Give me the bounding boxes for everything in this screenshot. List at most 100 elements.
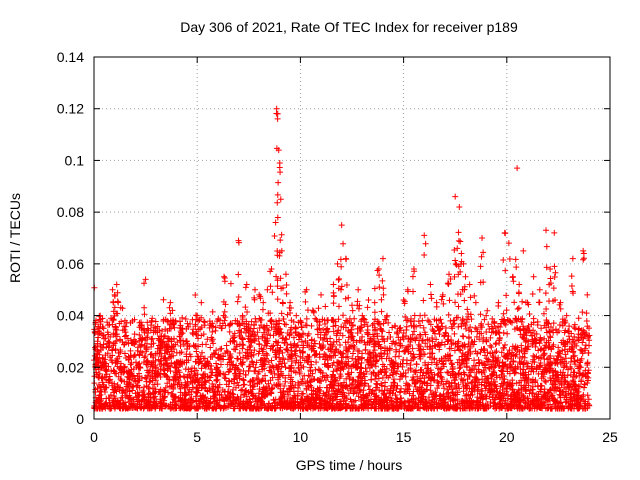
background-point xyxy=(472,373,479,380)
background-point xyxy=(255,405,262,412)
background-point xyxy=(306,343,313,350)
background-point xyxy=(343,383,350,390)
data-point xyxy=(583,317,590,324)
background-point xyxy=(557,305,564,312)
background-point xyxy=(491,396,498,403)
data-point xyxy=(178,349,185,356)
data-point xyxy=(376,284,383,291)
background-point xyxy=(127,352,134,359)
background-point xyxy=(558,380,565,387)
background-point xyxy=(116,353,123,360)
background-point xyxy=(265,380,272,387)
background-point xyxy=(313,359,320,366)
background-point xyxy=(113,338,120,345)
background-point xyxy=(290,334,297,341)
background-point xyxy=(316,322,323,329)
data-point xyxy=(338,222,345,229)
background-point xyxy=(106,395,113,402)
data-point xyxy=(495,303,502,310)
background-point xyxy=(368,376,375,383)
data-point xyxy=(374,267,381,274)
background-point xyxy=(252,395,258,402)
background-point xyxy=(377,325,384,332)
background-point xyxy=(542,378,549,385)
background-point xyxy=(177,343,184,350)
data-point xyxy=(506,256,513,263)
background-point xyxy=(481,345,488,352)
background-point xyxy=(210,350,217,357)
background-point xyxy=(119,394,126,401)
background-point xyxy=(275,339,282,346)
data-point xyxy=(276,317,283,324)
background-point xyxy=(381,369,388,376)
background-point xyxy=(100,335,107,342)
background-point xyxy=(448,341,455,348)
data-point xyxy=(515,289,522,296)
background-point xyxy=(214,401,221,408)
data-point xyxy=(143,346,150,353)
background-point xyxy=(249,390,256,397)
background-point xyxy=(329,400,336,407)
data-point xyxy=(569,255,576,262)
background-point xyxy=(118,360,124,367)
data-point xyxy=(516,281,523,288)
data-point xyxy=(343,282,350,289)
background-point xyxy=(471,378,478,385)
data-point xyxy=(221,273,228,280)
data-point xyxy=(378,296,385,303)
background-point xyxy=(137,335,144,342)
background-point xyxy=(195,335,202,342)
background-point xyxy=(353,363,360,370)
data-point xyxy=(513,324,520,331)
background-point xyxy=(230,391,237,398)
background-point xyxy=(285,356,292,363)
data-point xyxy=(372,340,379,347)
background-point xyxy=(584,377,591,384)
data-point xyxy=(259,357,266,364)
background-point xyxy=(157,386,164,393)
background-point xyxy=(538,325,545,332)
data-point xyxy=(169,307,176,314)
background-point xyxy=(562,378,569,385)
background-point xyxy=(107,333,114,340)
data-point xyxy=(529,290,536,297)
background-point xyxy=(183,391,190,398)
data-point xyxy=(461,353,468,360)
background-point xyxy=(250,405,257,412)
data-point xyxy=(193,316,200,323)
data-point xyxy=(147,351,154,358)
data-point xyxy=(331,349,338,356)
data-point xyxy=(396,353,403,360)
data-point xyxy=(170,320,177,327)
data-point xyxy=(472,299,479,306)
background-point xyxy=(147,391,154,398)
data-point xyxy=(541,362,548,369)
background-point xyxy=(351,315,358,322)
background-point xyxy=(426,369,433,376)
data-point xyxy=(178,331,185,338)
background-point xyxy=(317,369,324,376)
data-point xyxy=(402,313,409,320)
background-point xyxy=(119,387,126,394)
background-point xyxy=(321,374,328,381)
background-point xyxy=(498,371,505,378)
background-point xyxy=(486,389,493,396)
data-point xyxy=(247,325,254,332)
data-point xyxy=(148,318,155,325)
data-point xyxy=(278,231,285,238)
background-point xyxy=(467,369,474,376)
background-point xyxy=(348,381,355,388)
data-point xyxy=(278,310,285,317)
background-point xyxy=(146,401,153,408)
data-point xyxy=(555,327,562,334)
background-point xyxy=(382,369,389,376)
background-point xyxy=(134,389,141,396)
background-point xyxy=(131,352,138,359)
background-point xyxy=(202,379,209,386)
background-point xyxy=(534,321,541,328)
background-point xyxy=(480,334,487,341)
background-point xyxy=(551,396,558,403)
background-point xyxy=(157,373,164,380)
background-point xyxy=(136,403,143,410)
data-point xyxy=(251,286,258,293)
